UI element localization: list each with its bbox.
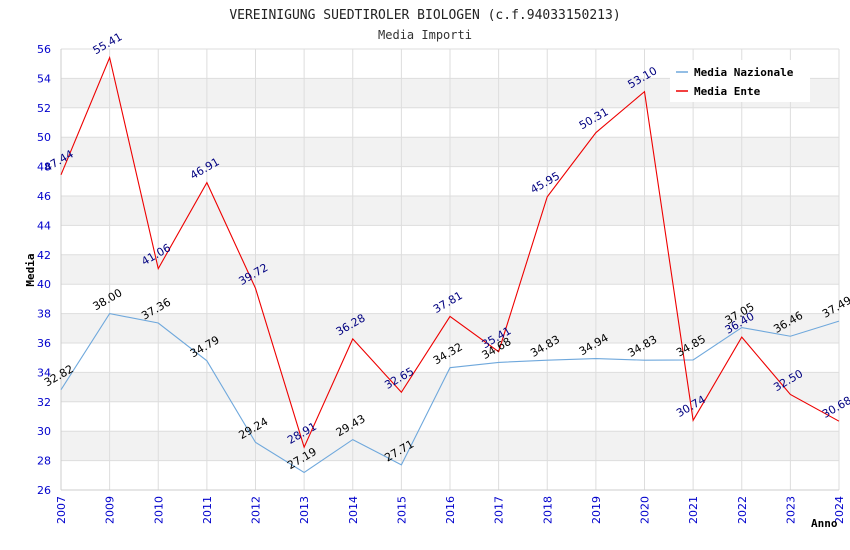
y-tick-label: 28 [37,455,51,468]
data-label-media-nazionale: 34.32 [431,340,465,367]
legend: Media Nazionale Media Ente [670,60,810,102]
y-tick-label: 54 [37,72,51,85]
y-tick-label: 46 [37,190,51,203]
x-tick-label: 2013 [298,496,311,524]
y-tick-label: 44 [37,219,51,232]
x-tick-label: 2022 [736,496,749,524]
x-tick-label: 2019 [590,496,603,524]
y-axis-ticks: 26 28 30 32 34 36 38 40 42 44 46 48 50 52 54 56 [37,43,51,497]
x-tick-label: 2011 [201,496,214,524]
x-tick-label: 2018 [541,496,554,524]
y-tick-label: 32 [37,396,51,409]
series-line-media-nazionale [60,312,840,474]
data-label-media-ente: 47.44 [42,147,76,174]
y-tick-label: 42 [37,249,51,262]
x-tick-label: 2017 [493,496,506,524]
y-tick-label: 26 [37,484,51,497]
axes [60,49,839,491]
y-axis-title: Media [24,253,37,286]
chart-title: VEREINIGUNG SUEDTIROLER BIOLOGEN (c.f.94… [229,8,620,23]
x-tick-label: 2012 [250,496,263,524]
x-tick-label: 2014 [347,496,360,524]
x-axis-title: Anno [811,517,838,530]
y-tick-label: 40 [37,278,51,291]
legend-box [670,60,810,102]
chart-subtitle: Media Importi [378,28,472,42]
y-tick-label: 38 [37,308,51,321]
y-tick-label: 52 [37,102,51,115]
x-tick-label: 2023 [784,496,797,524]
data-label-media-ente: 45.95 [528,169,562,196]
x-axis-ticks: 2007 2009 2010 2011 2012 2013 2014 2015 2016 2017… [55,496,846,524]
data-label-media-nazionale: 38.00 [91,286,125,313]
x-tick-label: 2021 [687,496,700,524]
x-tick-label: 2007 [55,496,68,524]
y-tick-label: 48 [37,161,51,174]
y-tick-label: 36 [37,337,51,350]
series-line-media-ente [60,55,840,449]
series-lines [60,55,840,474]
y-tick-label: 30 [37,425,51,438]
y-tick-label: 50 [37,131,51,144]
x-tick-label: 2020 [639,496,652,524]
legend-label: Media Ente [694,85,761,98]
x-tick-label: 2015 [395,496,408,524]
x-tick-label: 2009 [104,496,117,524]
legend-label: Media Nazionale [694,66,794,79]
x-tick-label: 2024 [833,496,846,524]
data-label-media-ente: 50.31 [577,105,611,132]
data-label-media-ente: 55.41 [91,30,125,57]
y-tick-label: 56 [37,43,51,56]
x-tick-label: 2010 [152,496,165,524]
y-tick-label: 34 [37,366,51,379]
x-tick-label: 2016 [444,496,457,524]
data-label-media-ente: 37.81 [431,289,465,316]
